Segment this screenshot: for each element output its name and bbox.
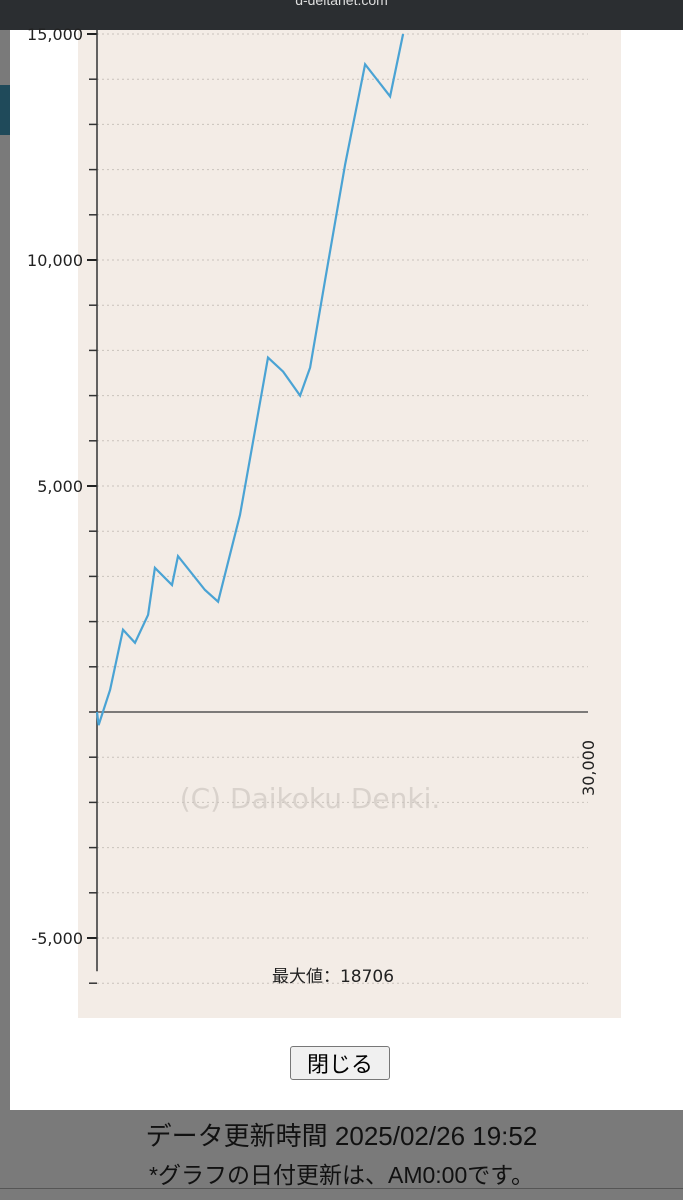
x-tick-label: 30,000 xyxy=(579,740,598,796)
y-tick-label: -5,000 xyxy=(31,929,83,948)
plot xyxy=(95,33,405,726)
divider xyxy=(0,1188,683,1189)
url: d-deltanet.com xyxy=(295,0,388,8)
watermark: (C) Daikoku Denki. xyxy=(180,782,441,815)
background-strip xyxy=(0,85,10,135)
max-annotation: 最大値：18706 xyxy=(272,967,394,987)
y-tick-label: 15,000 xyxy=(27,25,83,44)
update-note: *グラフの日付更新は、AM0:00です。 xyxy=(149,1162,534,1188)
chart: (C) Daikoku Denki. 最大値：18706 15,000 10,00… xyxy=(27,25,621,1018)
close-button[interactable]: 閉じる xyxy=(290,1046,390,1080)
y-tick-label: 10,000 xyxy=(27,251,83,270)
y-tick-label: 5,000 xyxy=(37,477,83,496)
browser-bar: d-deltanet.com xyxy=(0,0,683,30)
chart-panel xyxy=(78,30,621,1018)
update-time: データ更新時間 2025/02/26 19:52 xyxy=(145,1121,538,1151)
data-line xyxy=(95,33,405,726)
